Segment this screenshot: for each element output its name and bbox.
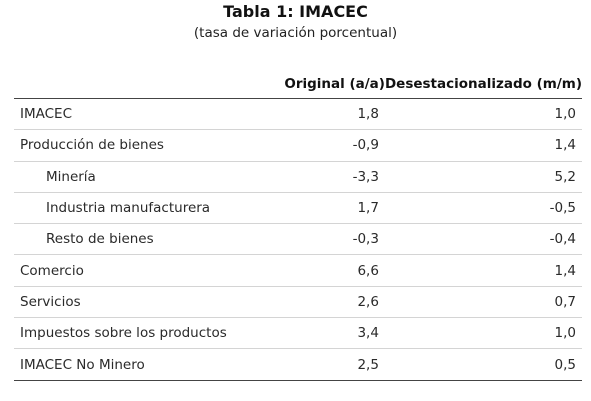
row-desestacionalizado: 1,4 (384, 129, 582, 162)
table-row: Producción de bienes -0,9 1,4 (14, 129, 582, 162)
row-label: IMACEC (14, 98, 278, 131)
row-desestacionalizado: 5,2 (384, 161, 582, 193)
row-desestacionalizado: -0,4 (384, 223, 582, 256)
row-label: Producción de bienes (14, 129, 278, 162)
row-desestacionalizado: 1,4 (384, 254, 582, 287)
table-title: Tabla 1: IMACEC (223, 2, 368, 21)
row-desestacionalizado: 0,7 (384, 286, 582, 319)
row-desestacionalizado: 1,0 (384, 98, 582, 131)
table-row: Resto de bienes -0,3 -0,4 (14, 223, 582, 256)
row-label: IMACEC No Minero (14, 348, 278, 381)
row-original: -0,9 (277, 129, 385, 162)
table-row: Servicios 2,6 0,7 (14, 286, 582, 319)
row-label: Comercio (14, 254, 278, 287)
row-original: 1,8 (277, 98, 385, 131)
header-label (14, 60, 278, 99)
table-row: IMACEC 1,8 1,0 (14, 98, 582, 131)
table-row: Industria manufacturera 1,7 -0,5 (14, 192, 582, 225)
row-desestacionalizado: 1,0 (384, 317, 582, 350)
row-original: -0,3 (277, 223, 385, 256)
row-original: 3,4 (277, 317, 385, 350)
imacec-table: Original (a/a) Desestacionalizado (m/m) … (14, 60, 582, 381)
row-label: Minería (14, 161, 278, 193)
row-label: Resto de bienes (14, 223, 278, 256)
table-row: Minería -3,3 5,2 (14, 161, 582, 193)
row-desestacionalizado: 0,5 (384, 348, 582, 381)
row-original: 1,7 (277, 192, 385, 225)
row-original: 6,6 (277, 254, 385, 287)
row-label: Industria manufacturera (14, 192, 278, 225)
row-original: 2,6 (277, 286, 385, 319)
row-original: 2,5 (277, 348, 385, 381)
header-original: Original (a/a) (277, 60, 385, 99)
table-row: Comercio 6,6 1,4 (14, 254, 582, 287)
table-row: Impuestos sobre los productos 3,4 1,0 (14, 317, 582, 350)
row-label: Impuestos sobre los productos (14, 317, 278, 350)
row-label: Servicios (14, 286, 278, 319)
table-row: IMACEC No Minero 2,5 0,5 (14, 348, 582, 381)
table-subtitle: (tasa de variación porcentual) (193, 25, 398, 41)
row-original: -3,3 (277, 161, 385, 193)
header-desestacionalizado: Desestacionalizado (m/m) (384, 60, 582, 99)
row-desestacionalizado: -0,5 (384, 192, 582, 225)
header-row: Original (a/a) Desestacionalizado (m/m) (14, 60, 582, 99)
